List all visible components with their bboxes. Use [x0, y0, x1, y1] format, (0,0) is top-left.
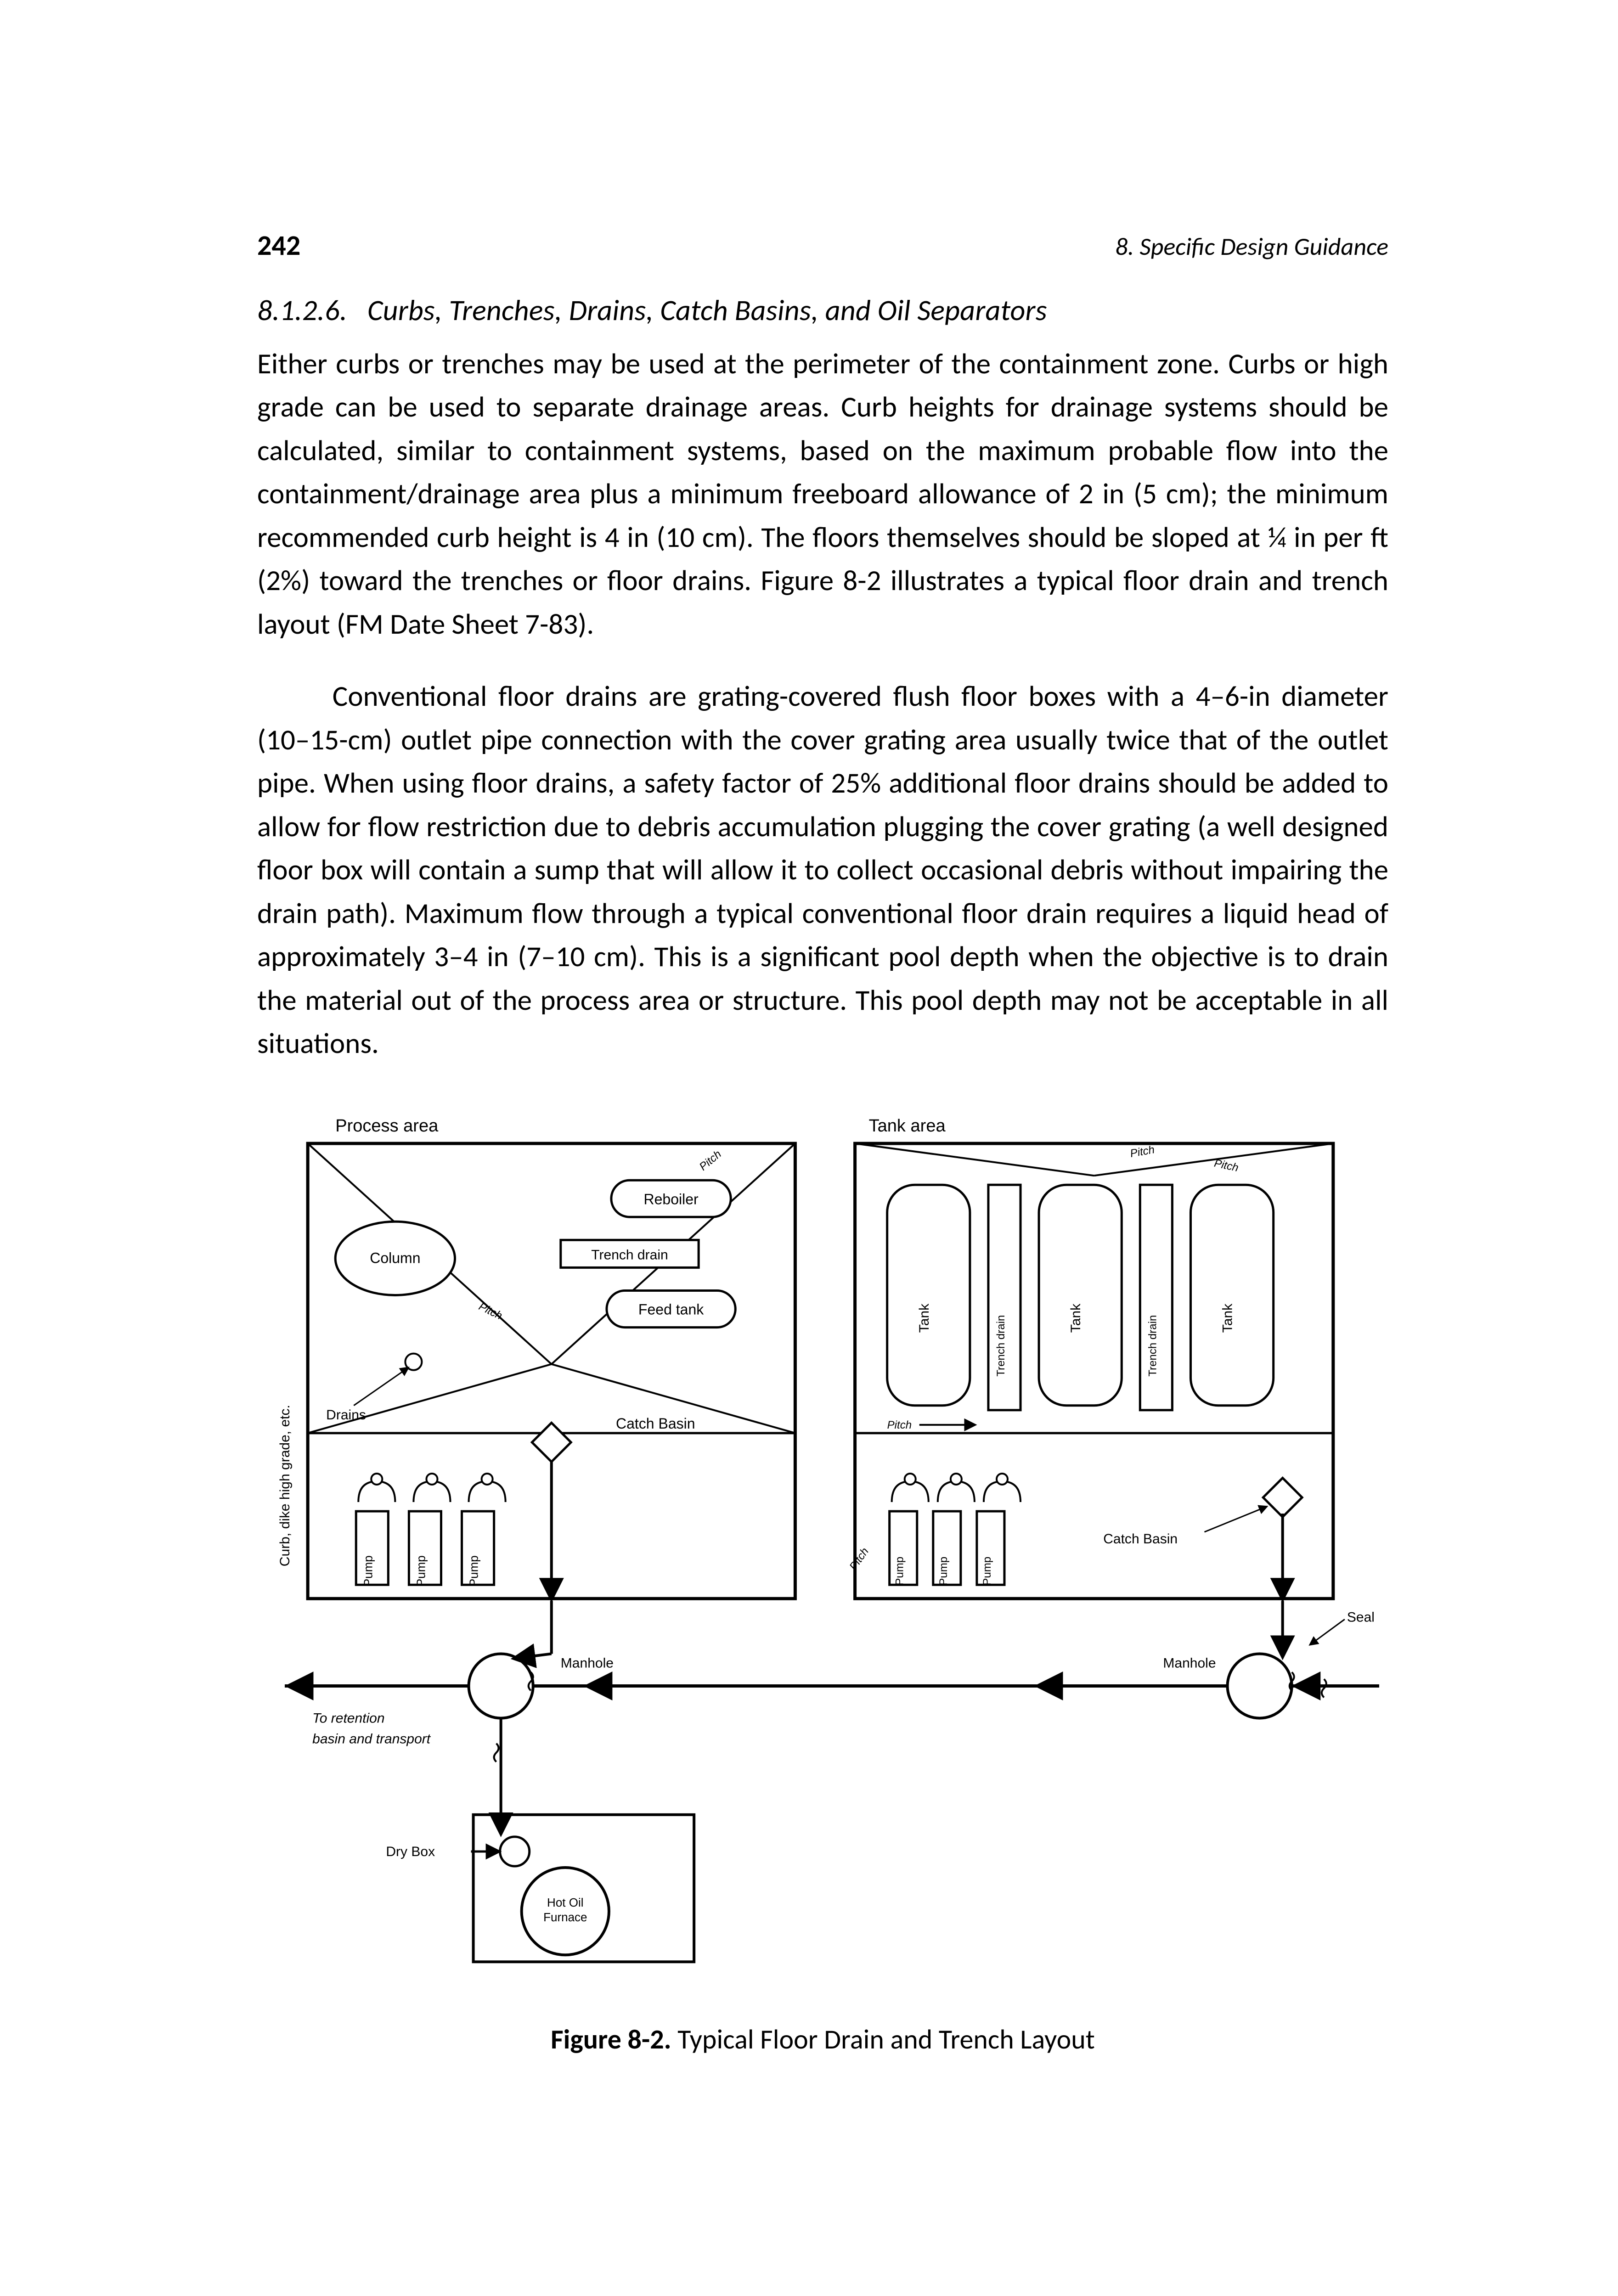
- section-heading: 8.1.2.6. Curbs, Trenches, Drains, Catch …: [257, 289, 1388, 332]
- label-seal: Seal: [1347, 1609, 1375, 1625]
- running-head: 242 8. Specific Design Guidance: [257, 225, 1388, 266]
- label-process-area: Process area: [335, 1116, 439, 1136]
- label-trench-drain-left: Trench drain: [591, 1247, 668, 1262]
- label-pump-r2: Pump: [937, 1557, 950, 1586]
- label-basin-transport: basin and transport: [312, 1731, 431, 1746]
- label-pump-r1: Pump: [894, 1557, 906, 1586]
- paragraph-1: Either curbs or trenches may be used at …: [257, 342, 1388, 646]
- label-trench-drain-r2: Trench drain: [1146, 1315, 1159, 1376]
- label-column: Column: [370, 1249, 420, 1266]
- label-hot-oil: Hot Oil: [547, 1896, 584, 1909]
- label-trench-drain-r1: Trench drain: [995, 1315, 1007, 1376]
- figure-caption: Figure 8-2. Typical Floor Drain and Tren…: [257, 2020, 1388, 2060]
- label-tank-3: Tank: [1220, 1303, 1235, 1333]
- label-pitch-1: Pitch: [697, 1148, 724, 1173]
- label-curb-axis: Curb, dike high grade, etc.: [277, 1405, 293, 1566]
- label-pitch-r4: Pitch: [847, 1545, 871, 1572]
- label-drains: Drains: [326, 1407, 366, 1423]
- label-catch-basin-left: Catch Basin: [616, 1415, 695, 1432]
- label-pump-3: Pump: [467, 1555, 481, 1587]
- label-pitch-2: Pitch: [477, 1300, 504, 1322]
- section-title: Curbs, Trenches, Drains, Catch Basins, a…: [367, 293, 1047, 328]
- label-furnace: Furnace: [543, 1910, 587, 1924]
- label-manhole-right: Manhole: [1163, 1655, 1216, 1671]
- page: 242 8. Specific Design Guidance 8.1.2.6.…: [0, 0, 1618, 2296]
- label-catch-basin-right: Catch Basin: [1103, 1531, 1178, 1547]
- label-to-retention: To retention: [312, 1711, 384, 1726]
- section-number: 8.1.2.6.: [257, 293, 347, 328]
- label-pitch-r3: Pitch: [887, 1419, 912, 1431]
- page-number: 242: [257, 225, 300, 266]
- figure-caption-bold: Figure 8-2.: [551, 2023, 671, 2056]
- label-tank-1: Tank: [917, 1303, 932, 1333]
- label-pump-2: Pump: [414, 1555, 428, 1587]
- label-tank-2: Tank: [1068, 1303, 1083, 1333]
- label-pitch-r2: Pitch: [1213, 1157, 1240, 1174]
- label-dry-box: Dry Box: [386, 1844, 435, 1859]
- label-pitch-r1: Pitch: [1129, 1143, 1156, 1160]
- figure-8-2: Process area Tank area Curb, dike high g…: [257, 1107, 1388, 2060]
- label-pump-r3: Pump: [981, 1557, 993, 1586]
- label-reboiler: Reboiler: [643, 1191, 699, 1207]
- chapter-running-head: 8. Specific Design Guidance: [1115, 229, 1388, 264]
- label-tank-area: Tank area: [869, 1116, 946, 1136]
- label-manhole-left: Manhole: [561, 1655, 614, 1671]
- paragraph-2: Conventional floor drains are grating-co…: [257, 675, 1388, 1065]
- paragraph-2-text: Conventional floor drains are grating-co…: [257, 678, 1388, 1061]
- label-feed-tank: Feed tank: [638, 1301, 704, 1317]
- figure-svg: Process area Tank area Curb, dike high g…: [257, 1107, 1388, 1989]
- figure-caption-rest: Typical Floor Drain and Trench Layout: [671, 2023, 1095, 2056]
- label-pump-1: Pump: [361, 1555, 375, 1587]
